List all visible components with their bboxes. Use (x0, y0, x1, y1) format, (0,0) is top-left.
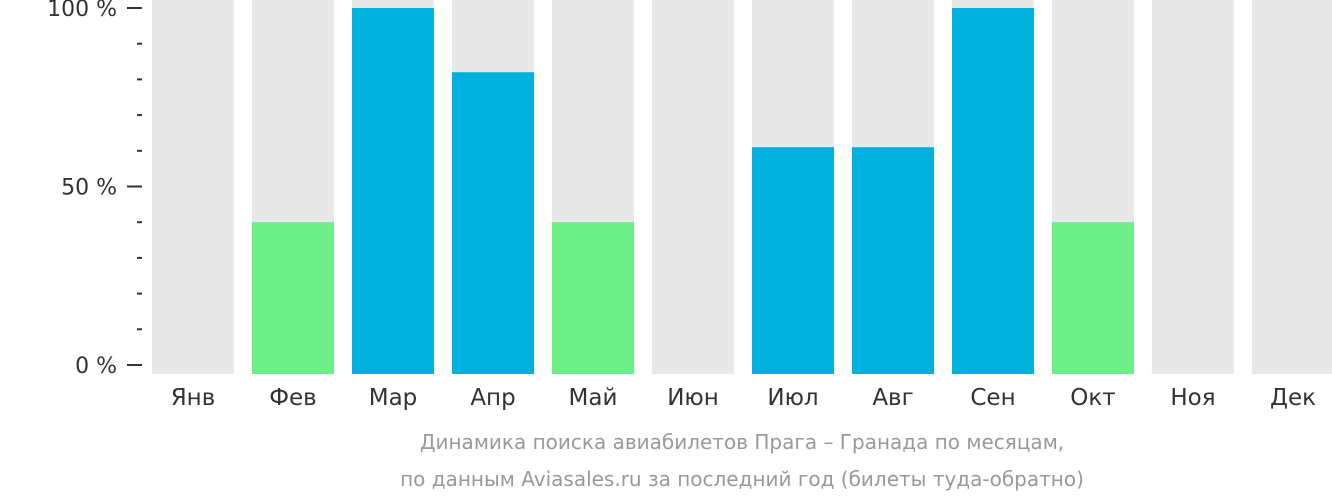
bar-background (652, 0, 734, 374)
y-axis: 0 % 50 % 100 % (47, 0, 142, 379)
bar (452, 72, 534, 374)
bar-background (1152, 0, 1234, 374)
bar (852, 147, 934, 374)
bar (1052, 222, 1134, 374)
bar (752, 147, 834, 374)
x-tick-label: Дек (1270, 385, 1316, 411)
x-tick-label: Июл (767, 385, 818, 411)
chart-caption-line-2: по данным Aviasales.ru за последний год … (400, 467, 1084, 491)
y-tick-label: 100 % (47, 0, 117, 22)
x-tick-label: Сен (970, 385, 1015, 411)
bar-background (1252, 0, 1332, 374)
x-tick-label: Окт (1070, 385, 1115, 411)
bar-background (152, 0, 234, 374)
y-tick-label: 0 % (75, 354, 117, 379)
x-tick-label: Май (569, 385, 618, 411)
bar (252, 222, 334, 374)
x-tick-label: Мар (369, 385, 418, 411)
x-tick-label: Янв (171, 385, 216, 411)
y-tick-label: 50 % (61, 176, 117, 201)
bars-group (152, 0, 1332, 374)
bar (552, 222, 634, 374)
x-tick-label: Ноя (1170, 385, 1215, 411)
x-axis-labels: Янв Фев Мар Апр Май Июн Июл Авг Сен Окт Ноя Дек (171, 385, 1316, 411)
x-tick-label: Авг (872, 385, 913, 411)
bar (952, 8, 1034, 374)
x-tick-label: Фев (269, 385, 317, 411)
x-tick-label: Июн (667, 385, 719, 411)
x-tick-label: Апр (470, 385, 515, 411)
bar (352, 8, 434, 374)
chart-caption-line-1: Динамика поиска авиабилетов Прага – Гран… (419, 430, 1065, 454)
